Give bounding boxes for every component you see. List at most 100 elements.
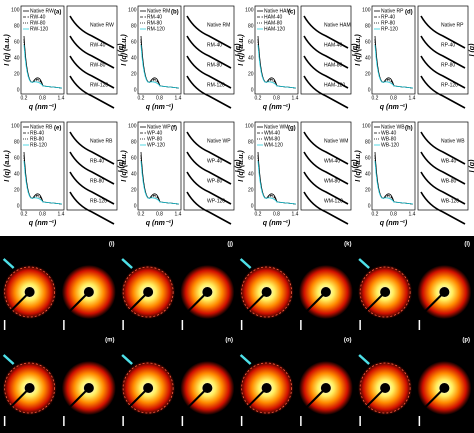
beam-center (380, 287, 391, 297)
legend-label: Native WB (381, 124, 405, 130)
legend-label: RM-40 (147, 14, 162, 20)
legend-label: WM-40 (264, 130, 280, 136)
x-tick-label: 0.2 (372, 95, 379, 101)
panel-label: (p) (462, 338, 470, 344)
log-curve (186, 55, 232, 89)
diffraction-ring (122, 266, 174, 318)
y-tick-label: 60 (248, 155, 254, 161)
y-axis-label: I (q) (a.u.) (355, 150, 362, 182)
log-curve (186, 191, 232, 225)
curve-label: Native RP (441, 22, 464, 28)
y-tick-label: 80 (14, 139, 20, 145)
plot-frame (66, 5, 118, 95)
curve-label: WB-120 (441, 198, 459, 204)
x-tick-label: 0.2 (21, 211, 28, 217)
log-curve (303, 171, 349, 205)
beam-center (380, 383, 391, 393)
x-axis-label: q (nm⁻¹) (146, 220, 174, 227)
legend-label: RM-80 (147, 20, 162, 26)
x-axis-label: q (nm⁻¹) (29, 220, 57, 227)
curve (140, 44, 180, 89)
curve-label: Native RW (90, 22, 114, 28)
arrow (358, 354, 370, 365)
log-curve (186, 15, 232, 49)
x-axis-label: q (nm⁻¹) (380, 220, 408, 227)
arrow (2, 258, 15, 269)
y-tick-label: 80 (131, 23, 137, 29)
beam-center (261, 287, 272, 297)
curve (374, 160, 414, 205)
legend-label: WM-80 (264, 136, 280, 142)
legend-label: WB-40 (381, 130, 397, 136)
x-axis-label: q (nm⁻¹) (146, 104, 174, 111)
legend-label: Native RM (147, 8, 170, 14)
y-axis-label: I (q) (a.u.) (355, 34, 362, 66)
y-tick-label: 20 (131, 71, 137, 77)
panel-label: (c) (288, 10, 295, 16)
beam-center (202, 287, 213, 297)
curve (140, 160, 180, 205)
curve-label: RM-80 (207, 62, 222, 68)
y-tick-label: 0 (368, 87, 371, 93)
panel-label: (h) (405, 126, 413, 132)
image-label: Native RW (19, 259, 49, 265)
image-label: Native RB (19, 355, 48, 361)
y-tick-label: 0 (251, 87, 254, 93)
y-tick-label: 60 (131, 39, 137, 45)
panel-label: (f) (171, 126, 177, 132)
plot-frame (137, 5, 182, 95)
y-tick-label: 60 (248, 39, 254, 45)
curve-label: WB-40 (441, 158, 457, 164)
arrow (239, 258, 252, 269)
log-curve (420, 171, 466, 205)
log-curve (420, 75, 466, 109)
y-tick-label: 80 (131, 139, 137, 145)
y-tick-label: 0 (134, 87, 137, 93)
panel-label: (m) (105, 338, 114, 344)
y-tick-label: 20 (14, 187, 20, 193)
curve-label: WM-120 (324, 198, 343, 204)
y-tick-label: 80 (365, 139, 371, 145)
plot-frame (300, 121, 352, 211)
diffraction-ring (4, 362, 56, 414)
panel-label: (o) (344, 338, 352, 344)
beam-center (24, 383, 35, 393)
log-curve (69, 35, 115, 69)
y-tick-label: 80 (248, 139, 254, 145)
legend-label: RW-80 (30, 20, 46, 26)
x-axis-label: q (nm⁻¹) (29, 104, 57, 111)
log-curve (420, 131, 466, 165)
y-tick-label: 0 (368, 203, 371, 209)
y-tick-label: 60 (365, 155, 371, 161)
legend-label: RW-120 (30, 26, 48, 32)
curve-label: RW-40 (90, 42, 106, 48)
y-axis-label: I (q) (352, 43, 359, 56)
y-tick-label: 40 (131, 171, 137, 177)
legend-label: HAM-80 (264, 20, 283, 26)
x-tick-label: 0.8 (390, 211, 397, 217)
y-tick-label: 40 (365, 171, 371, 177)
x-tick-label: 0.8 (39, 95, 46, 101)
log-curve (69, 191, 115, 225)
log-curve (69, 15, 115, 49)
arrow (239, 354, 252, 365)
y-axis-label: I (q) (469, 43, 474, 56)
y-tick-label: 0 (17, 203, 20, 209)
diffraction-ring (4, 266, 56, 318)
y-axis-label: I (q) (a.u.) (4, 150, 11, 182)
panel-label: (g) (288, 126, 296, 132)
log-curve (303, 191, 349, 225)
curve-label: HAM-80 (324, 62, 343, 68)
curve-label: RB-40 (90, 158, 104, 164)
log-curve (186, 151, 232, 185)
image-label: Native WB (374, 355, 404, 361)
y-axis-label: I (q) (235, 159, 242, 172)
legend-label: Native RW (30, 8, 54, 14)
plot-frame (183, 121, 235, 211)
curve-label: HAM-40 (324, 42, 343, 48)
curve-label: WP-40 (207, 158, 223, 164)
x-tick-label: 1.4 (175, 211, 182, 217)
y-axis-label: I (q) (235, 43, 242, 56)
x-tick-label: 0.2 (372, 211, 379, 217)
